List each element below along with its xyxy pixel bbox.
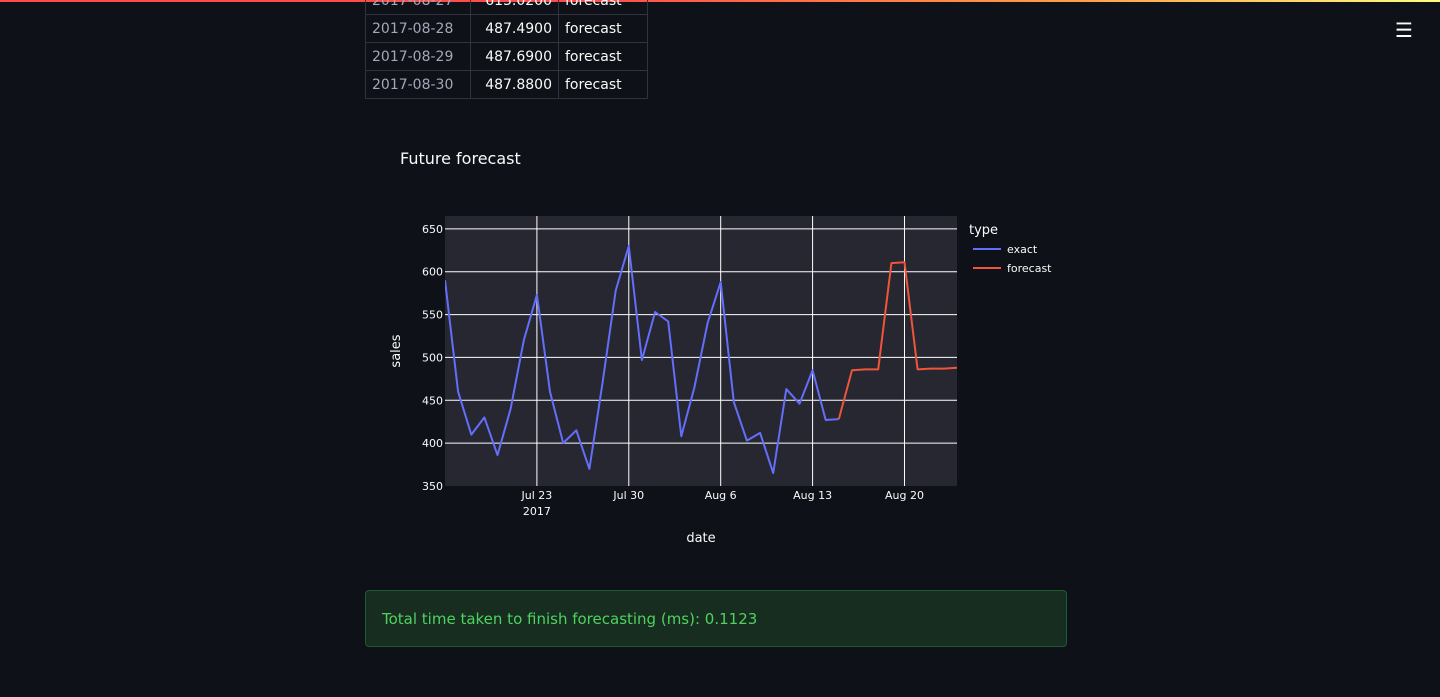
legend-title: type (969, 223, 998, 238)
sales-cell: 487.8800 (470, 70, 559, 99)
table-row: 2017-08-28 487.4900 forecast (365, 14, 648, 43)
table-row: 2017-08-29 487.6900 forecast (365, 42, 648, 71)
x-tick-year-label: 2017 (523, 505, 551, 518)
main-menu-button[interactable]: ☰ (1392, 18, 1416, 42)
y-tick-label: 600 (422, 266, 443, 279)
forecast-line-chart[interactable]: 350 400 450 500 550 600 650 Jul 23 2017 Jul 30 Aug… (380, 200, 1080, 560)
row-index: 2017-08-28 (365, 14, 471, 43)
y-tick-label: 500 (422, 351, 443, 364)
x-tick-label: Aug 13 (793, 489, 832, 502)
series-line-exact[interactable] (445, 245, 839, 475)
x-tick-label: Jul 23 (521, 489, 553, 502)
x-tick-label: Jul 30 (612, 489, 644, 502)
x-tick-label: Aug 6 (705, 489, 737, 502)
y-tick-label: 650 (422, 223, 443, 236)
type-cell: forecast (558, 14, 648, 43)
chart-title: Future forecast (400, 149, 521, 168)
type-cell: forecast (558, 42, 648, 71)
table-row: 2017-08-30 487.8800 forecast (365, 70, 648, 99)
y-tick-label: 400 (422, 437, 443, 450)
sales-cell: 613.0200 (470, 0, 559, 15)
y-tick-label: 550 (422, 309, 443, 322)
dataframe-table: 2017-08-27 613.0200 forecast 2017-08-28 … (365, 0, 648, 99)
row-index: 2017-08-27 (365, 0, 471, 15)
sales-cell: 487.6900 (470, 42, 559, 71)
hamburger-icon: ☰ (1395, 18, 1413, 42)
type-cell: forecast (558, 70, 648, 99)
legend-label-forecast[interactable]: forecast (1007, 262, 1052, 275)
row-index: 2017-08-30 (365, 70, 471, 99)
y-axis-title: sales (389, 334, 404, 367)
sales-cell: 487.4900 (470, 14, 559, 43)
success-message: Total time taken to finish forecasting (… (382, 609, 758, 628)
series-line-forecast[interactable] (837, 261, 957, 420)
type-cell: forecast (558, 0, 648, 15)
row-index: 2017-08-29 (365, 42, 471, 71)
x-tick-label: Aug 20 (885, 489, 924, 502)
y-tick-label: 450 (422, 394, 443, 407)
legend-label-exact[interactable]: exact (1007, 243, 1038, 256)
x-axis-title: date (686, 531, 715, 546)
y-tick-label: 350 (422, 480, 443, 493)
table-row: 2017-08-27 613.0200 forecast (365, 0, 648, 15)
success-alert: Total time taken to finish forecasting (… (365, 590, 1067, 647)
top-decoration-bar (0, 0, 1440, 2)
